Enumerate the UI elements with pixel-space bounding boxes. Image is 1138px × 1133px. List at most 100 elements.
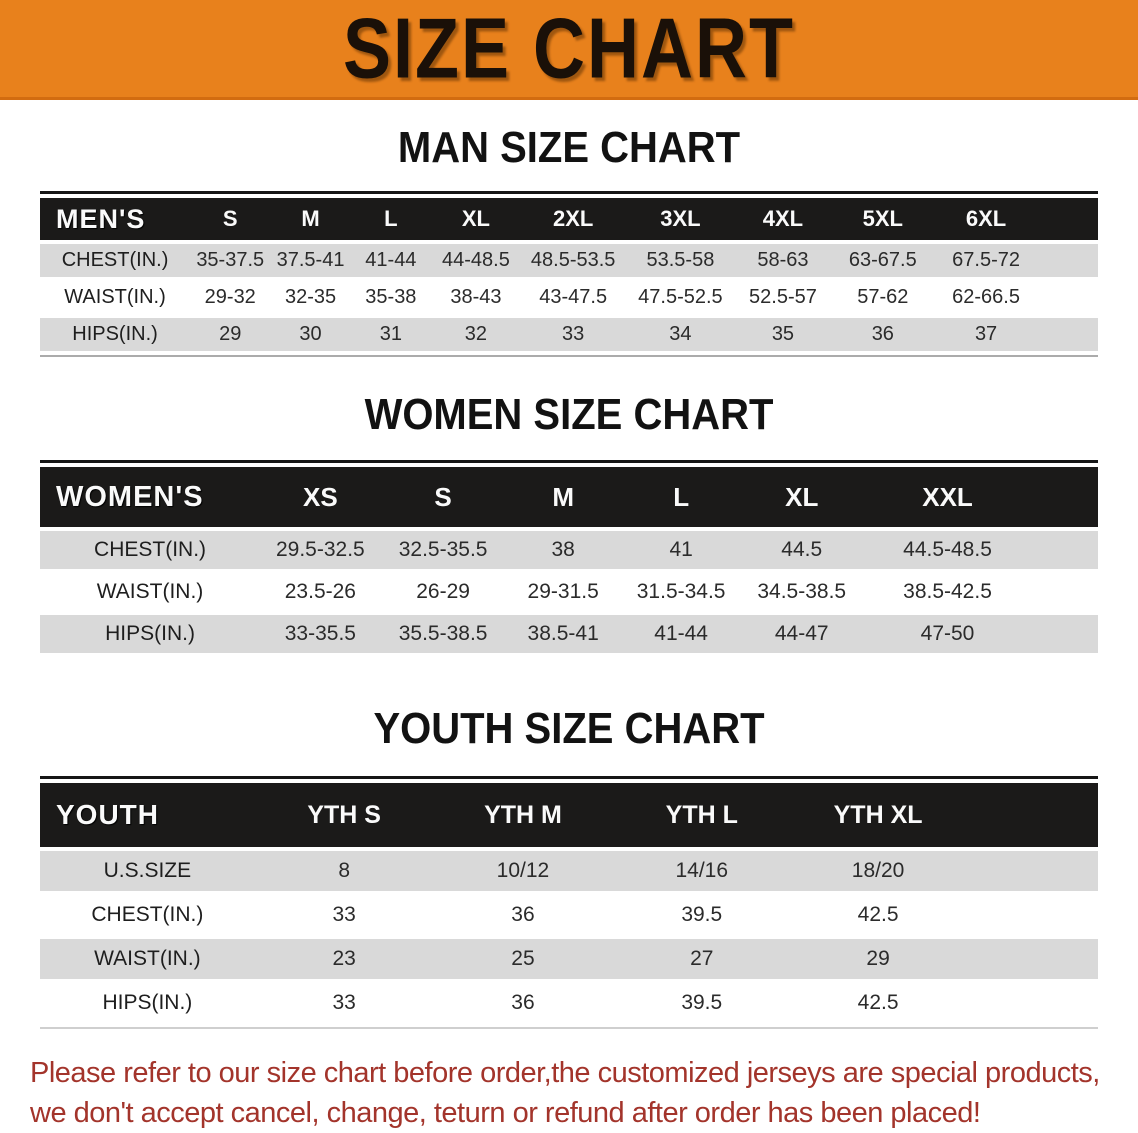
youth-size-table-grid: YOUTH YTH S YTH M YTH L YTH XL U.S.SIZE 8 10/12… [40,779,1098,1027]
size-value: 34.5-38.5 [741,573,863,611]
youth-section-heading-text: YOUTH SIZE CHART [373,705,765,753]
size-value: 35.5-38.5 [380,615,506,653]
column-header: L [620,467,742,527]
size-value: 57-62 [830,281,936,314]
row-label: CHEST(IN.) [40,244,191,277]
column-header: M [270,198,351,240]
column-header: XS [260,467,381,527]
row-label: WAIST(IN.) [40,281,191,314]
size-value: 32 [431,318,521,351]
column-header: 5XL [830,198,936,240]
row-label: U.S.SIZE [40,851,255,891]
size-value: 31 [350,318,432,351]
column-header: YTH S [254,783,434,847]
size-value: 29-32 [190,281,271,314]
size-value: 44.5-48.5 [862,531,1098,569]
size-value: 23.5-26 [260,573,381,611]
size-value: 26-29 [380,573,506,611]
size-value: 39.5 [612,983,792,1023]
table-row: WAIST(IN.) 23.5-26 26-29 29-31.5 31.5-34.5 34… [40,573,1098,611]
size-chart-banner: SIZE CHART [0,0,1138,100]
size-value: 47.5-52.5 [625,281,736,314]
row-label: HIPS(IN.) [40,983,255,1023]
column-header: YTH L [612,783,792,847]
youth-header-bar: YOUTH YTH S YTH M YTH L YTH XL [40,783,1098,847]
size-value: 32.5-35.5 [380,531,506,569]
column-header: XXL [862,467,1098,527]
women-size-table: WOMEN'S XS S M L XL XXL CHEST(IN.) 29.5-32.5 32.5… [40,460,1098,657]
column-header: XL [741,467,863,527]
size-value: 43-47.5 [520,281,626,314]
size-value: 48.5-53.5 [520,244,626,277]
column-header: L [350,198,432,240]
size-value: 31.5-34.5 [620,573,742,611]
size-value: 18/20 [791,851,1098,891]
size-value: 10/12 [433,851,613,891]
size-value: 33 [254,895,434,935]
table-row: HIPS(IN.) 29 30 31 32 33 34 35 36 37 [40,318,1098,351]
size-value: 44-47 [741,615,863,653]
men-section-heading: MAN SIZE CHART [0,124,1138,172]
table-row: U.S.SIZE 8 10/12 14/16 18/20 [40,851,1098,891]
size-value: 33 [254,983,434,1023]
size-value: 52.5-57 [735,281,831,314]
size-value: 35-37.5 [190,244,271,277]
table-row: HIPS(IN.) 33 36 39.5 42.5 [40,983,1098,1023]
size-value: 35 [735,318,831,351]
youth-size-chart-section: YOUTH SIZE CHART YOUTH YTH S YTH M YTH L YTH … [0,705,1138,1029]
row-label: HIPS(IN.) [40,318,191,351]
size-value: 14/16 [612,851,792,891]
size-value: 53.5-58 [625,244,736,277]
row-label: HIPS(IN.) [40,615,261,653]
size-value: 67.5-72 [935,244,1098,277]
table-row: HIPS(IN.) 33-35.5 35.5-38.5 38.5-41 41-44 44-… [40,615,1098,653]
women-size-table-grid: WOMEN'S XS S M L XL XXL CHEST(IN.) 29.5-32.5 32.5… [40,463,1098,657]
column-header: 2XL [520,198,626,240]
size-value: 58-63 [735,244,831,277]
size-value: 44-48.5 [431,244,521,277]
size-value: 41 [620,531,742,569]
column-header: S [190,198,271,240]
size-value: 36 [433,983,613,1023]
size-value: 23 [254,939,434,979]
women-header-bar: WOMEN'S XS S M L XL XXL [40,467,1098,527]
size-value: 34 [625,318,736,351]
women-group-label: WOMEN'S [40,467,261,527]
size-value: 29.5-32.5 [260,531,381,569]
youth-section-heading: YOUTH SIZE CHART [0,705,1138,753]
size-value: 25 [433,939,613,979]
size-value: 35-38 [350,281,432,314]
size-value: 29 [190,318,271,351]
men-section-heading-text: MAN SIZE CHART [397,124,741,172]
row-label: WAIST(IN.) [40,939,255,979]
column-header: YTH XL [791,783,1098,847]
column-header: 3XL [625,198,736,240]
size-value: 41-44 [350,244,432,277]
size-value: 36 [433,895,613,935]
size-value: 33 [520,318,626,351]
size-value: 37.5-41 [270,244,351,277]
table-row: WAIST(IN.) 29-32 32-35 35-38 38-43 43-47.5 47.… [40,281,1098,314]
size-value: 36 [830,318,936,351]
men-group-label: MEN'S [40,198,191,240]
size-value: 42.5 [791,895,1098,935]
size-value: 29-31.5 [505,573,621,611]
youth-size-table: YOUTH YTH S YTH M YTH L YTH XL U.S.SIZE 8 10/12… [40,776,1098,1029]
men-header-bar: MEN'S S M L XL 2XL 3XL 4XL 5XL 6XL [40,198,1098,240]
youth-group-label: YOUTH [40,783,255,847]
size-value: 32-35 [270,281,351,314]
women-section-heading-text: WOMEN SIZE CHART [364,391,774,439]
table-row: CHEST(IN.) 33 36 39.5 42.5 [40,895,1098,935]
men-size-table: MEN'S S M L XL 2XL 3XL 4XL 5XL 6XL CHEST(IN.) 35-37… [40,191,1098,357]
row-label: CHEST(IN.) [40,895,255,935]
column-header: S [380,467,506,527]
size-value: 44.5 [741,531,863,569]
column-header: M [505,467,621,527]
size-value: 27 [612,939,792,979]
banner-title: SIZE CHART [343,1,795,96]
table-row: WAIST(IN.) 23 25 27 29 [40,939,1098,979]
row-label: WAIST(IN.) [40,573,261,611]
disclaimer-line-2: we don't accept cancel, change, teturn o… [30,1097,981,1129]
disclaimer-line-1: Please refer to our size chart before or… [30,1057,1100,1089]
row-label: CHEST(IN.) [40,531,261,569]
